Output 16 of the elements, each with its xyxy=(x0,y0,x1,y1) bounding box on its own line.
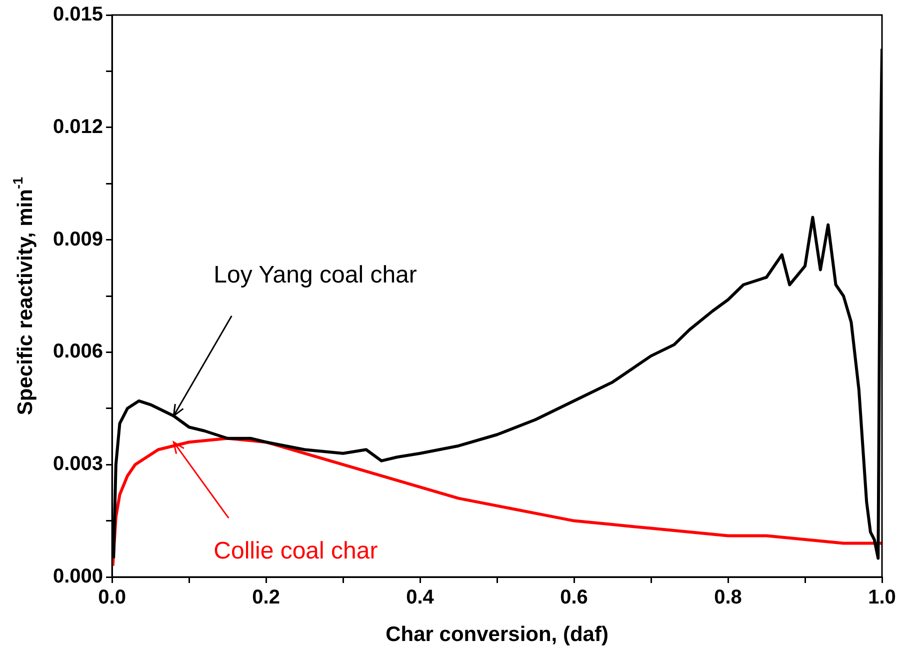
annotation: Collie coal char xyxy=(214,538,378,565)
y-tick-label: 0.006 xyxy=(52,340,104,363)
x-tick-label: 1.0 xyxy=(868,586,896,609)
y-axis-title: Specific reactivity, min-1 xyxy=(10,176,37,416)
y-tick-label: 0.015 xyxy=(52,4,104,26)
annotation: Loy Yang coal char xyxy=(214,262,417,289)
x-tick-label: 0.6 xyxy=(560,586,588,609)
x-tick-label: 0.2 xyxy=(252,586,280,609)
x-tick-label: 0.4 xyxy=(406,586,435,609)
x-tick-label: 0.8 xyxy=(714,586,742,609)
y-tick-label: 0.003 xyxy=(52,453,104,476)
x-tick-label: 0.0 xyxy=(98,586,126,609)
y-tick-label: 0.012 xyxy=(52,116,104,138)
x-axis-title: Char conversion, (daf) xyxy=(386,622,608,646)
y-tick-label: 0.009 xyxy=(52,228,104,250)
y-tick-label: 0.000 xyxy=(52,566,104,588)
